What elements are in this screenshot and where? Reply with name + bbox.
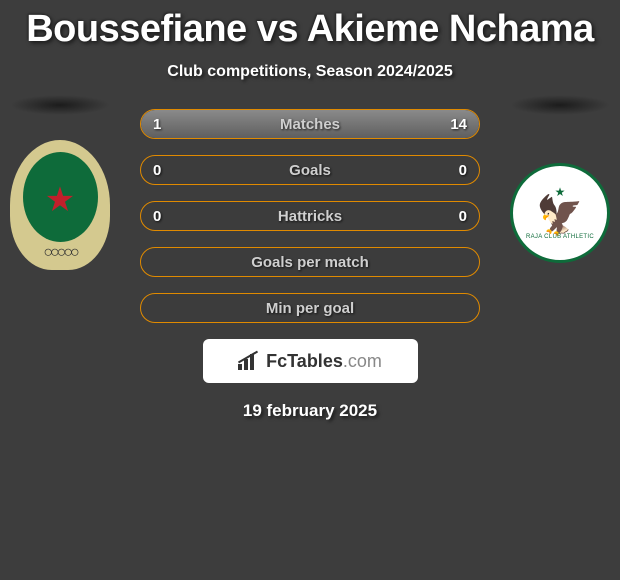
star-icon: ★: [45, 180, 75, 220]
club-logo-left: ★ ○○○○○: [10, 140, 110, 270]
branding-badge: FcTables.com: [203, 339, 418, 383]
stat-value-left: 1: [153, 116, 161, 133]
stat-bars-container: 114Matches00Goals00HattricksGoals per ma…: [140, 109, 480, 323]
brand-strong: FcTables: [266, 351, 343, 371]
shadow-ellipse-icon: [510, 95, 610, 115]
club-badge-right: ★ 🦅 RAJA CLUB ATHLETIC: [510, 95, 610, 270]
date-text: 19 february 2025: [0, 401, 620, 421]
stat-row: Goals per match: [140, 247, 480, 277]
stat-label: Min per goal: [141, 300, 479, 317]
stat-value-left: 0: [153, 162, 161, 179]
brand-light: .com: [343, 351, 382, 371]
vs-separator: vs: [257, 8, 298, 50]
comparison-area: ★ ○○○○○ ★ 🦅 RAJA CLUB ATHLETIC 1 14Matche…: [0, 109, 620, 421]
eagle-icon: 🦅: [536, 201, 583, 231]
club-logo-right: ★ 🦅 RAJA CLUB ATHLETIC: [510, 140, 610, 270]
stat-label: Goals per match: [141, 254, 479, 271]
stat-label: Hattricks: [141, 208, 479, 225]
subtitle: Club competitions, Season 2024/2025: [0, 63, 620, 81]
stat-label: Matches: [141, 116, 479, 133]
stat-row: Min per goal: [140, 293, 480, 323]
brand-text: FcTables.com: [266, 351, 382, 372]
shadow-ellipse-icon: [10, 95, 110, 115]
stat-value-left: 0: [153, 208, 161, 225]
player-left-name: Boussefiane: [26, 8, 246, 50]
club-text: RAJA CLUB ATHLETIC: [526, 234, 594, 240]
stat-row: 0 0Hattricks: [140, 201, 480, 231]
stat-row: 1 14Matches: [140, 109, 480, 139]
player-right-name: Akieme Nchama: [307, 8, 594, 50]
stat-label: Goals: [141, 162, 479, 179]
olympic-rings-icon: ○○○○○: [43, 244, 76, 262]
club-badge-left: ★ ○○○○○: [10, 95, 110, 270]
stat-row: 0 0Goals: [140, 155, 480, 185]
page-title: Boussefiane vs Akieme Nchama: [0, 0, 620, 51]
stat-value-right: 0: [459, 208, 467, 225]
stat-value-right: 0: [459, 162, 467, 179]
stat-value-right: 14: [450, 116, 467, 133]
bar-chart-icon: [238, 352, 260, 370]
